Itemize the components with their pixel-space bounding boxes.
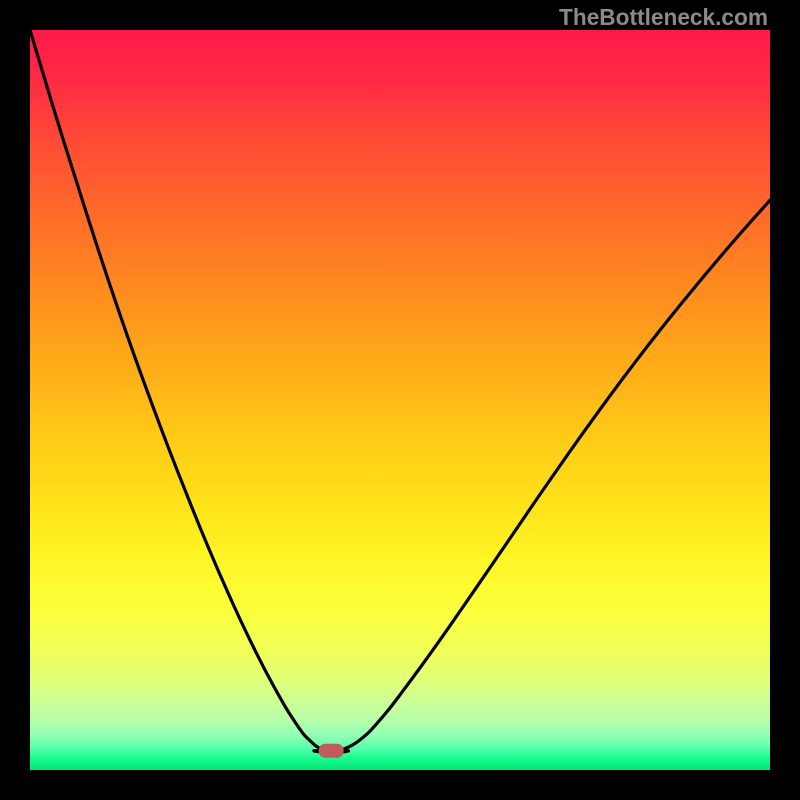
chart-frame: TheBottleneck.com — [0, 0, 800, 800]
chart-svg-layer — [0, 0, 800, 800]
optimum-marker — [319, 744, 343, 757]
watermark-text: TheBottleneck.com — [559, 4, 768, 31]
gradient-background — [30, 30, 770, 770]
